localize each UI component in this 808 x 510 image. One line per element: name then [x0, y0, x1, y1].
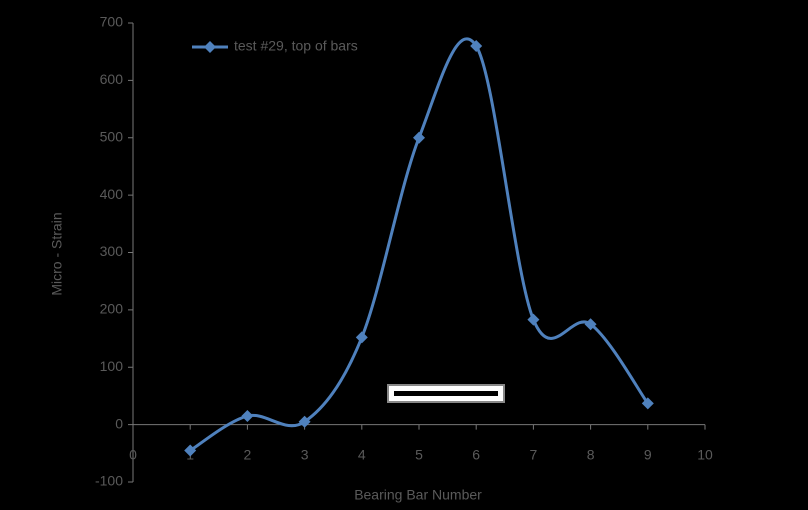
x-tick-label: 10 [697, 446, 713, 462]
y-tick-label: 700 [100, 14, 124, 30]
y-tick-label: 0 [115, 415, 123, 431]
x-tick-label: 0 [129, 446, 137, 462]
y-axis-label: Micro - Strain [49, 212, 65, 295]
y-tick-label: 300 [100, 243, 124, 259]
marker [641, 397, 654, 410]
y-tick-label: -100 [95, 473, 123, 489]
x-tick-label: 5 [415, 446, 423, 462]
legend-label: test #29, top of bars [234, 38, 358, 54]
marker [470, 39, 483, 52]
legend-marker [204, 41, 216, 53]
x-tick-label: 8 [587, 446, 595, 462]
y-tick-label: 500 [100, 128, 124, 144]
y-tick-label: 100 [100, 358, 124, 374]
x-tick-label: 2 [244, 446, 252, 462]
x-tick-label: 3 [301, 446, 309, 462]
y-tick-label: 600 [100, 71, 124, 87]
x-tick-label: 7 [530, 446, 538, 462]
marker [355, 331, 368, 344]
load-indicator-inner [394, 391, 498, 396]
y-tick-label: 200 [100, 301, 124, 317]
marker [241, 410, 254, 423]
marker [298, 415, 311, 428]
y-tick-label: 400 [100, 186, 124, 202]
marker [184, 444, 197, 457]
marker [584, 318, 597, 331]
x-tick-label: 9 [644, 446, 652, 462]
x-axis-label: Bearing Bar Number [354, 487, 482, 503]
series-line [189, 37, 650, 452]
x-tick-label: 4 [358, 446, 366, 462]
marker [527, 313, 540, 326]
x-tick-label: 6 [472, 446, 480, 462]
marker [413, 131, 425, 144]
